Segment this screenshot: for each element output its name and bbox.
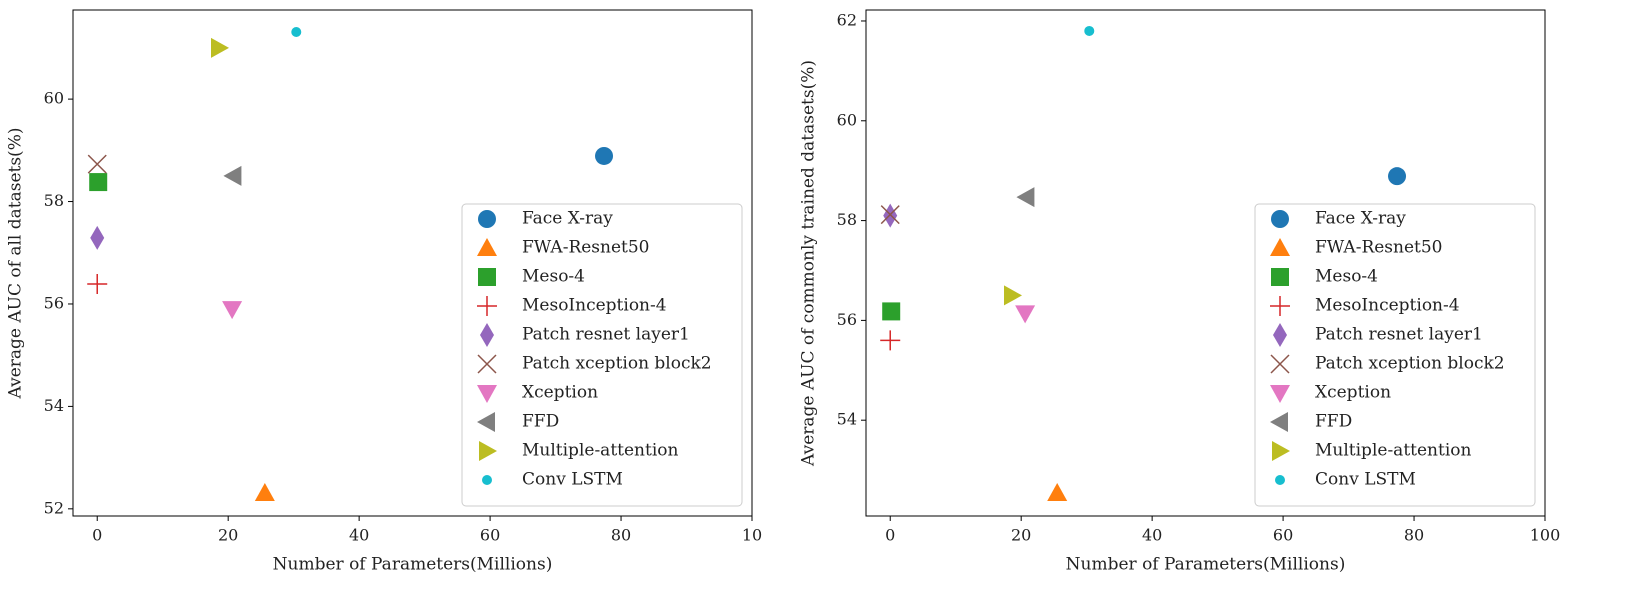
legend-label: Patch resnet layer1 bbox=[522, 325, 690, 345]
marker bbox=[595, 146, 614, 165]
legend-label: Patch xception block2 bbox=[522, 354, 712, 374]
x-tick-label: 10 bbox=[742, 526, 762, 545]
x-axis-label: Number of Parameters(Millions) bbox=[1066, 555, 1346, 575]
legend-marker bbox=[1270, 385, 1290, 403]
legend-label: Face X-ray bbox=[1315, 209, 1406, 229]
marker bbox=[222, 301, 243, 320]
legend-label: FFD bbox=[1315, 412, 1352, 432]
legend-marker bbox=[482, 475, 492, 485]
legend-marker bbox=[1271, 210, 1289, 228]
legend-label: Meso-4 bbox=[522, 267, 585, 287]
marker bbox=[1016, 187, 1035, 208]
legend-label: MesoInception-4 bbox=[1315, 296, 1460, 316]
x-tick-label: 40 bbox=[349, 526, 369, 545]
marker bbox=[1047, 483, 1068, 502]
marker bbox=[1084, 25, 1095, 36]
legend-marker bbox=[478, 268, 496, 286]
legend-marker bbox=[1275, 475, 1285, 485]
legend-label: Xception bbox=[1315, 383, 1391, 403]
y-tick-label: 58 bbox=[44, 191, 64, 210]
x-axis-label: Number of Parameters(Millions) bbox=[273, 555, 553, 575]
axes-frame bbox=[72, 9, 753, 517]
legend-marker bbox=[478, 210, 496, 228]
points bbox=[87, 27, 614, 501]
legend-marker bbox=[479, 441, 497, 461]
y-tick-label: 54 bbox=[44, 396, 64, 415]
x-tick-label: 80 bbox=[1404, 526, 1424, 545]
marker bbox=[90, 225, 105, 250]
marker bbox=[882, 302, 901, 321]
legend-label: Conv LSTM bbox=[1315, 470, 1416, 490]
legend-marker bbox=[1272, 441, 1290, 461]
legend-marker bbox=[1270, 296, 1290, 316]
legend-label: Patch resnet layer1 bbox=[1315, 325, 1483, 345]
y-tick-label: 60 bbox=[837, 110, 857, 129]
legend-marker bbox=[477, 385, 497, 403]
y-tick-label: 60 bbox=[44, 89, 64, 108]
marker bbox=[291, 27, 302, 38]
x-tick-label: 60 bbox=[480, 526, 500, 545]
y-tick-label: 58 bbox=[837, 210, 857, 229]
y-tick-label: 54 bbox=[837, 410, 857, 429]
y-axis-label: Average AUC of all datasets(%) bbox=[6, 128, 26, 400]
y-tick-label: 56 bbox=[837, 310, 857, 329]
legend-marker bbox=[477, 412, 495, 432]
legend-label: Multiple-attention bbox=[1315, 441, 1471, 461]
x-tick-label: 40 bbox=[1142, 526, 1162, 545]
x-tick-label: 100 bbox=[1530, 526, 1561, 545]
legend-label: Patch xception block2 bbox=[1315, 354, 1505, 374]
marker bbox=[223, 165, 242, 186]
legend-marker bbox=[1271, 268, 1289, 286]
legend-marker bbox=[477, 296, 497, 316]
marker bbox=[880, 330, 901, 351]
legend-label: MesoInception-4 bbox=[522, 296, 667, 316]
x-tick-label: 80 bbox=[611, 526, 631, 545]
legend-label: FWA-Resnet50 bbox=[1315, 238, 1443, 258]
legend: Face X-ray FWA-Resnet50 Meso-4 MesoInceptio… bbox=[461, 203, 743, 507]
marker bbox=[87, 273, 108, 294]
x-tick-label: 0 bbox=[92, 526, 102, 545]
legend-label: Xception bbox=[522, 383, 598, 403]
legend-label: Conv LSTM bbox=[522, 470, 623, 490]
y-tick-label: 52 bbox=[44, 498, 64, 517]
legend-marker bbox=[477, 238, 497, 256]
legend-marker bbox=[1273, 323, 1287, 347]
marker bbox=[1015, 305, 1036, 324]
legend-marker bbox=[477, 354, 497, 374]
x-tick-label: 20 bbox=[1011, 526, 1031, 545]
marker bbox=[87, 154, 107, 174]
marker bbox=[254, 482, 275, 501]
legend-marker bbox=[1270, 412, 1288, 432]
legend-box bbox=[1254, 203, 1536, 507]
marker bbox=[1004, 285, 1023, 306]
legend-box bbox=[461, 203, 743, 507]
y-tick-label: 56 bbox=[44, 293, 64, 312]
x-tick-label: 0 bbox=[885, 526, 895, 545]
legend-marker bbox=[1270, 238, 1290, 256]
legend-label: FWA-Resnet50 bbox=[522, 238, 650, 258]
legend-label: Face X-ray bbox=[522, 209, 613, 229]
marker bbox=[1388, 167, 1407, 186]
marker bbox=[211, 37, 230, 58]
x-tick-label: 20 bbox=[218, 526, 238, 545]
legend-label: Multiple-attention bbox=[522, 441, 678, 461]
marker bbox=[89, 173, 108, 192]
points bbox=[880, 25, 1407, 502]
y-tick-label: 62 bbox=[837, 10, 857, 29]
legend-marker bbox=[1270, 354, 1290, 374]
marker bbox=[880, 205, 900, 225]
x-tick-label: 60 bbox=[1273, 526, 1293, 545]
legend-marker bbox=[480, 323, 494, 347]
legend: Face X-ray FWA-Resnet50 Meso-4 MesoInceptio… bbox=[1254, 203, 1536, 507]
legend-label: FFD bbox=[522, 412, 559, 432]
legend-label: Meso-4 bbox=[1315, 267, 1378, 287]
axes-frame bbox=[865, 9, 1546, 517]
y-axis-label: Average AUC of commonly trained datasets… bbox=[799, 60, 819, 467]
